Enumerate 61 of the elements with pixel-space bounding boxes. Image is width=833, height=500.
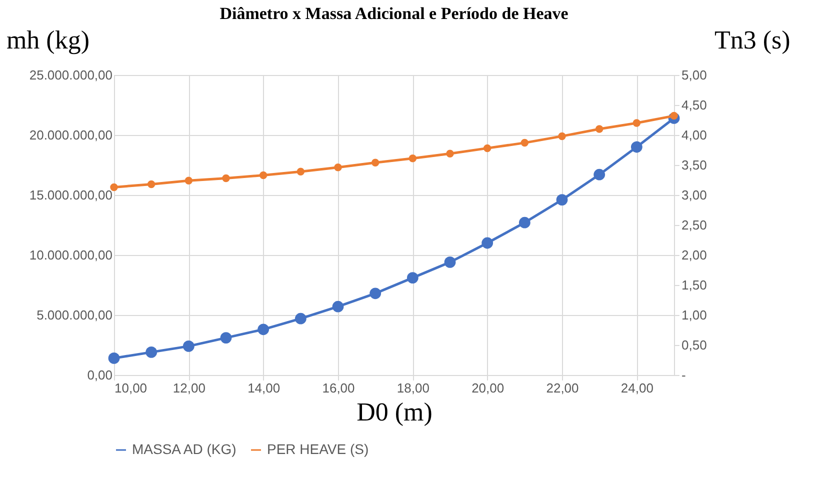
point <box>147 180 156 188</box>
x-tick-label: 10,00 <box>114 380 148 396</box>
point <box>334 164 342 172</box>
point <box>444 256 456 268</box>
point <box>371 158 380 166</box>
point <box>332 300 344 312</box>
x-tick-label: 14,00 <box>248 380 280 396</box>
y2-tick-label: 1,50 <box>682 278 707 292</box>
point <box>406 272 418 284</box>
point <box>258 324 270 336</box>
y2-tick-label: - <box>682 368 686 382</box>
point <box>483 144 492 152</box>
y-tick-label: 10.000.000,00 <box>29 248 112 262</box>
point <box>556 194 568 206</box>
y2-tick-label: 4,50 <box>682 98 707 112</box>
y2-tick-label: 0,50 <box>682 338 707 352</box>
point <box>595 125 604 133</box>
legend-label: PER HEAVE (S) <box>267 441 369 457</box>
point <box>520 138 529 147</box>
y2-tick-label: 1,00 <box>682 308 707 322</box>
x-tick-label: 24,00 <box>620 380 654 396</box>
x-tick-label: 22,00 <box>546 380 579 396</box>
point <box>220 332 232 344</box>
point <box>108 352 120 364</box>
x-tick-label: 16,00 <box>322 380 355 396</box>
point <box>146 346 158 358</box>
point <box>632 119 641 127</box>
y-tick-label: 20.000.000,00 <box>29 128 112 142</box>
x-axis-title: D0 (m) <box>356 398 432 426</box>
y2-tick-label: 3,00 <box>682 188 707 202</box>
point <box>294 312 306 324</box>
legend-label: MASSA AD (KG) <box>132 441 236 457</box>
y2-tick-label: 2,00 <box>682 248 707 262</box>
x-tick-label: 12,00 <box>172 380 206 396</box>
point <box>259 171 268 180</box>
y-axis-title: mh (kg) <box>6 26 90 54</box>
y2-tick-label: 5,00 <box>682 68 707 82</box>
point <box>446 150 454 158</box>
y2-tick-label: 4,00 <box>682 128 707 142</box>
chart-title: Diâmetro x Massa Adicional e Período de Heave <box>220 4 569 23</box>
point <box>296 168 305 176</box>
point <box>182 340 194 352</box>
point <box>408 154 417 162</box>
x-tick-label: 20,00 <box>472 380 504 396</box>
point <box>518 216 530 228</box>
y2-axis-title: Tn3 (s) <box>714 26 790 54</box>
point <box>630 141 642 153</box>
point <box>482 237 494 249</box>
y2-tick-label: 3,50 <box>682 158 707 172</box>
point <box>222 174 230 182</box>
point <box>110 183 118 192</box>
y2-tick-label: 2,50 <box>682 218 707 232</box>
y-tick-label: 0,00 <box>87 368 112 382</box>
point <box>184 176 193 184</box>
y-tick-label: 5.000.000,00 <box>36 308 112 322</box>
point <box>594 168 606 180</box>
y-tick-label: 25.000.000,00 <box>29 68 112 82</box>
point <box>558 132 566 140</box>
point <box>370 288 382 300</box>
x-tick-label: 18,00 <box>396 380 430 396</box>
y-tick-label: 15.000.000,00 <box>29 188 112 202</box>
